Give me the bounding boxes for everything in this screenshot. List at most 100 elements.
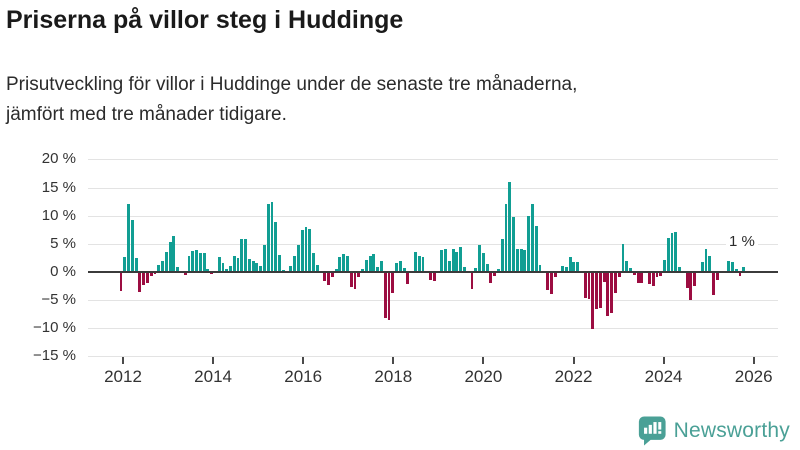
bar-2018-05: [406, 271, 410, 285]
bar-2024-09: [693, 271, 697, 286]
bar-2024-03: [670, 232, 674, 272]
bar-2014-11: [247, 258, 251, 272]
bar-2012-05: [134, 257, 138, 272]
bar-2022-07: [595, 271, 598, 310]
bar-2016-10: [334, 269, 338, 272]
gridline--10: [88, 328, 778, 329]
bar-2018-03: [398, 261, 402, 272]
bar-2013-09: [195, 250, 198, 272]
bar-2021-10: [561, 266, 565, 272]
bar-2014-09: [240, 239, 244, 272]
x-axis-tick-2022: [572, 357, 575, 364]
bar-2020-05: [497, 269, 500, 272]
bar-2013-11: [202, 253, 206, 272]
bar-2019-06: [455, 251, 459, 272]
bar-2015-10: [289, 266, 293, 272]
bar-2012-12: [161, 261, 164, 272]
bar-2023-03: [625, 260, 629, 272]
bar-2015-02: [259, 266, 263, 272]
bar-2017-04: [357, 271, 361, 278]
bar-2012-03: [127, 204, 131, 272]
last-value-label: 1 %: [726, 233, 758, 250]
bar-2020-03: [489, 271, 493, 283]
x-axis-label-2016: 2016: [284, 367, 323, 386]
bar-2025-07: [730, 262, 734, 272]
bar-2014-08: [236, 257, 240, 272]
bar-2016-09: [330, 271, 334, 278]
gridline--5: [88, 300, 778, 301]
bar-2018-09: [421, 256, 425, 272]
bar-2015-06: [274, 221, 278, 272]
bar-2017-01: [346, 256, 349, 272]
bar-2021-02: [530, 204, 534, 272]
bar-2024-04: [674, 231, 678, 272]
gridline-5: [88, 244, 778, 245]
bar-2020-01: [481, 253, 485, 272]
bar-2013-01: [164, 252, 168, 272]
bar-2019-03: [444, 249, 448, 272]
bar-2020-02: [485, 263, 489, 272]
bar-2018-12: [432, 271, 436, 282]
bar-2012-04: [130, 220, 134, 272]
bar-2022-02: [576, 261, 580, 272]
bar-2023-12: [659, 271, 663, 277]
bar-2024-12: [704, 249, 708, 272]
gridline-10: [88, 216, 778, 217]
bar-2020-04: [493, 271, 497, 277]
bar-2022-11: [610, 271, 614, 313]
bar-2017-12: [387, 271, 391, 321]
bar-2016-07: [323, 271, 327, 282]
bar-2023-05: [632, 271, 636, 275]
bar-2014-04: [221, 263, 225, 272]
x-axis-tick-2020: [482, 357, 485, 364]
bar-2017-07: [368, 256, 372, 272]
bar-2015-01: [255, 263, 259, 272]
bar-2022-08: [598, 271, 602, 308]
bar-2025-03: [715, 271, 719, 280]
bar-2019-05: [451, 249, 455, 272]
bar-2013-06: [183, 271, 187, 275]
x-axis-label-2026: 2026: [734, 367, 773, 386]
bar-2013-10: [198, 253, 202, 272]
bar-2020-06: [500, 239, 504, 272]
bar-2024-05: [678, 267, 682, 272]
x-axis-label-2020: 2020: [464, 367, 503, 386]
bar-2016-03: [308, 229, 312, 272]
bar-2017-08: [372, 253, 376, 272]
bar-2023-06: [636, 271, 640, 283]
bar-2013-07: [187, 256, 191, 272]
bar-2021-03: [534, 225, 538, 272]
bar-2016-08: [327, 271, 331, 285]
bar-2021-12: [568, 256, 572, 272]
x-axis-tick-2016: [302, 357, 305, 364]
y-axis-label: 20 %: [41, 150, 76, 167]
bar-2018-04: [402, 268, 406, 272]
bar-2015-04: [266, 203, 270, 272]
x-axis-label-2024: 2024: [644, 367, 683, 386]
bar-2013-03: [172, 235, 176, 272]
bar-2025-10: [742, 266, 746, 272]
bar-2013-12: [206, 269, 210, 272]
bar-2025-08: [734, 269, 738, 272]
bar-2023-11: [655, 271, 659, 278]
bar-2018-08: [417, 256, 421, 272]
bar-2012-11: [157, 264, 161, 272]
bar-2015-12: [296, 244, 300, 272]
bar-2023-10: [651, 271, 655, 286]
bar-2022-09: [602, 271, 606, 283]
y-axis-label: 0 %: [50, 263, 76, 280]
y-axis-label: −10 %: [33, 319, 76, 336]
bar-2012-01: [119, 271, 123, 291]
newsworthy-logo-icon: [637, 415, 667, 446]
page-title: Priserna på villor steg i Huddinge: [6, 6, 404, 34]
bar-2018-02: [395, 262, 398, 272]
bar-2014-10: [244, 239, 248, 272]
bar-2023-02: [621, 244, 625, 272]
bar-2020-12: [523, 249, 527, 272]
y-axis-label: 15 %: [41, 179, 76, 196]
bar-2023-04: [629, 268, 632, 272]
bar-2023-01: [617, 271, 621, 278]
bar-2021-11: [564, 266, 568, 272]
y-axis-label: −5 %: [41, 291, 76, 308]
